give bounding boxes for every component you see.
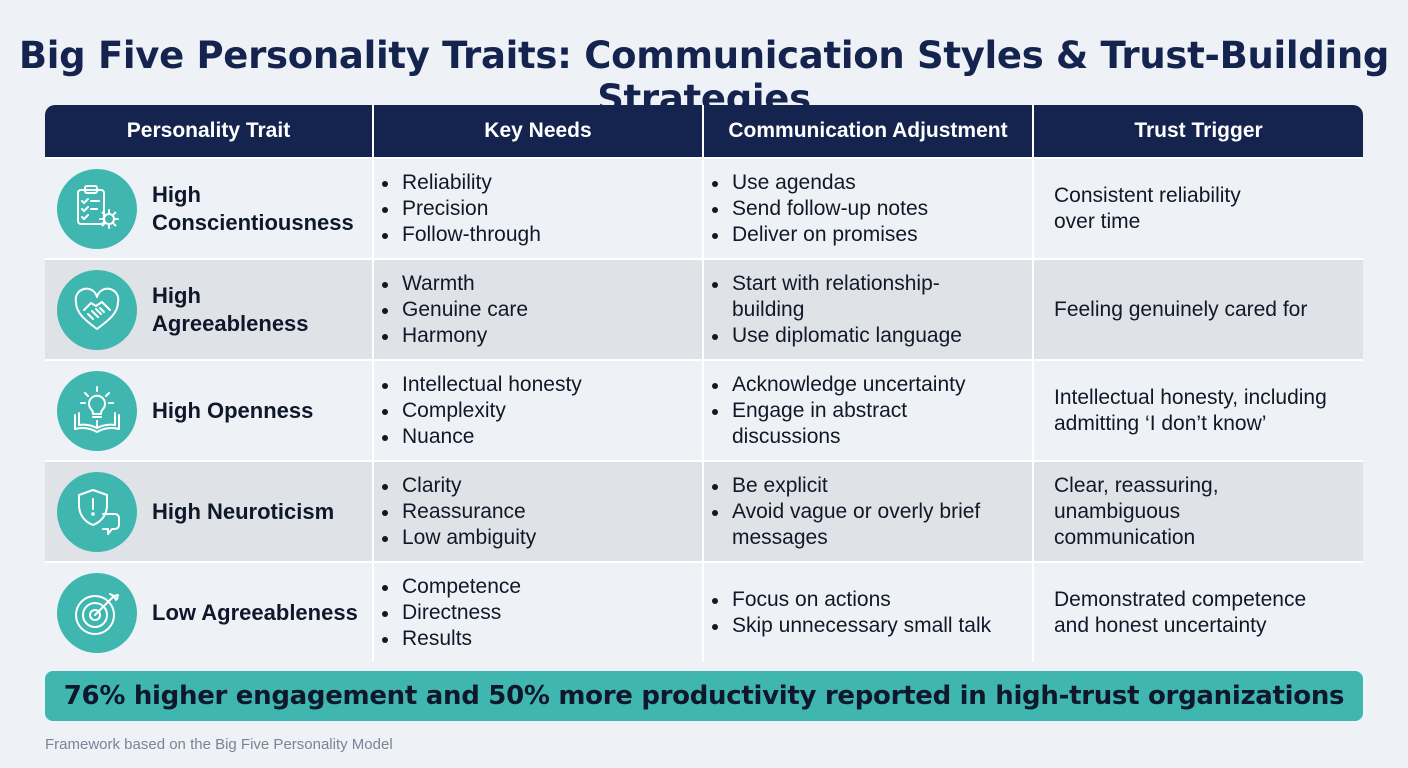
traits-table: Personality Trait Key Needs Communicatio… [45,105,1363,662]
key-needs-cell: Warmth Genuine care Harmony [374,260,704,359]
trait-name: High Conscientiousness [152,181,354,235]
header-personality-trait: Personality Trait [45,105,374,157]
target-arrow-icon [57,572,137,653]
table-row: High Openness Intellectual honesty Compl… [45,359,1363,460]
list-item: Competence [381,574,522,598]
list-item: Harmony [381,323,528,349]
stat-banner: 76% higher engagement and 50% more produ… [45,671,1363,721]
trait-name: High Openness [152,397,314,423]
trust-trigger-cell: Clear, reassuring, unambiguous communica… [1054,473,1219,549]
list-item: Results [381,626,521,652]
table-row: High Agreeableness Warmth Genuine care H… [45,258,1363,359]
list-item: Focus on actions [712,587,1004,613]
list-item: Deliver on promises [712,222,984,248]
trust-trigger-cell: Demonstrated competence and honest uncer… [1054,587,1307,637]
table-row: Low Agreeableness Competence Directness … [45,561,1363,662]
list-item: Directness [381,600,521,626]
list-item: Warmth [381,271,528,297]
table-row: High Neuroticism Clarity Reassurance Low… [45,460,1363,561]
list-item: Avoid vague or overly brief messages [712,499,1004,551]
list-item: Start with relationship-building [712,271,984,323]
table-header-row: Personality Trait Key Needs Communicatio… [45,105,1363,157]
footnote: Framework based on the Big Five Personal… [45,736,393,753]
key-needs-cell: Reliability Precision Follow-through [374,159,704,258]
list-item: Use agendas [712,170,984,196]
list-item: Clarity [381,473,536,499]
list-item: Intellectual honesty [382,372,582,396]
list-item: Send follow-up notes [712,196,984,222]
list-item: Follow-through [382,222,541,246]
list-item: Be explicit [712,473,1004,499]
list-item: Use diplomatic language [712,323,984,349]
trust-trigger-cell: Intellectual honesty, including admittin… [1054,385,1327,435]
list-item: Reliability [382,170,541,196]
trait-cell: High Conscientiousness [45,159,374,258]
page-title: Big Five Personality Traits: Communicati… [18,34,1390,120]
trust-trigger-cell: Consistent reliability over time [1054,183,1241,233]
list-item: Acknowledge uncertainty [712,372,984,398]
trust-trigger-cell: Feeling genuinely cared for [1054,297,1308,321]
trait-cell: Low Agreeableness [45,563,374,662]
header-trust-trigger: Trust Trigger [1134,119,1263,142]
lightbulb-book-icon [57,370,137,451]
key-needs-cell: Clarity Reassurance Low ambiguity [374,462,704,561]
key-needs-cell: Competence Directness Results [374,563,704,662]
communication-adjustment-cell: Use agendas Send follow-up notes Deliver… [704,159,1034,258]
communication-adjustment-cell: Be explicit Avoid vague or overly brief … [704,462,1034,561]
list-item: Complexity [382,398,582,424]
list-item: Reassurance [381,499,536,525]
trait-cell: High Openness [45,361,374,460]
key-needs-cell: Intellectual honesty Complexity Nuance [374,361,704,460]
list-item: Genuine care [381,297,529,321]
trait-cell: High Neuroticism [45,462,374,561]
checklist-gear-icon [57,168,137,249]
list-item: Engage in abstract discussions [712,398,984,450]
communication-adjustment-cell: Focus on actions Skip unnecessary small … [704,563,1034,662]
shield-chat-icon [57,471,137,552]
list-item: Low ambiguity [381,525,537,549]
list-item: Precision [382,196,541,222]
list-item: Skip unnecessary small talk [712,613,1004,639]
header-communication-adjustment: Communication Adjustment [704,105,1034,157]
list-item: Nuance [382,424,582,450]
trait-name: High Agreeableness [152,282,309,336]
trait-name: Low Agreeableness [152,599,358,625]
heart-handshake-icon [57,269,137,350]
communication-adjustment-cell: Start with relationship-building Use dip… [704,260,1034,359]
trait-name: High Neuroticism [152,498,335,524]
communication-adjustment-cell: Acknowledge uncertainty Engage in abstra… [704,361,1034,460]
trait-cell: High Agreeableness [45,260,374,359]
table-row: High Conscientiousness Reliability Preci… [45,157,1363,258]
header-key-needs: Key Needs [374,105,704,157]
